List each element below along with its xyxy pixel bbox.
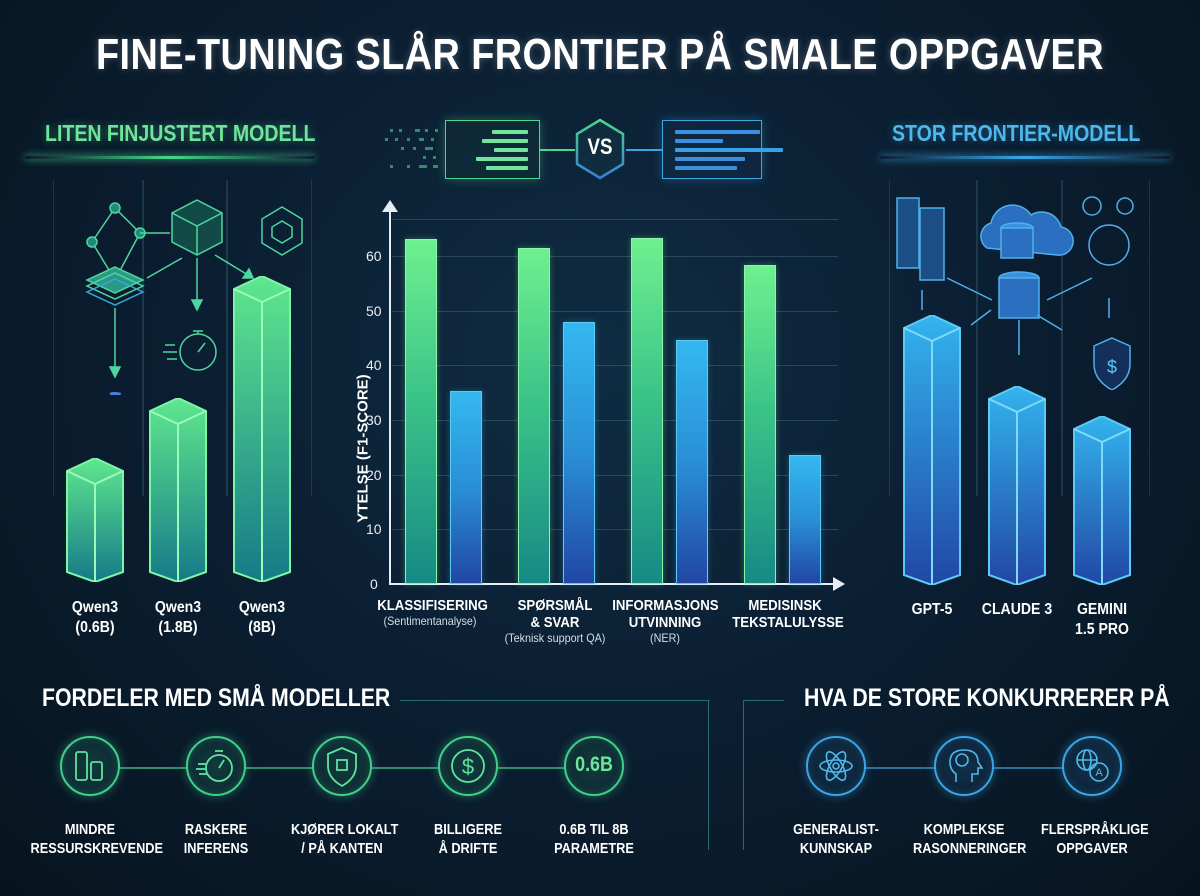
right-heading-underline: [880, 156, 1170, 159]
y-tick-40: 40: [366, 357, 382, 373]
competitor-label-reasoning: KOMPLEKSE RASONNERINGER: [913, 821, 1027, 857]
advantage-cost: $: [438, 736, 498, 796]
competitors-title: HVA DE STORE KONKURRERER PÅ: [804, 684, 1170, 712]
competitor-label-general: GENERALIST- KUNNSKAP: [793, 821, 879, 857]
left-icon-cluster: [85, 199, 303, 395]
server-rack-icon: [896, 197, 920, 269]
y-tick-30: 30: [366, 412, 382, 428]
bar-chart: YTELSE (F1-SCORE) 60 50 40 30 20 10 0 KL…: [330, 190, 850, 660]
advantage-local: [312, 736, 372, 796]
bar-medisinsk-small: [744, 264, 776, 584]
bar-medisinsk-frontier: [789, 454, 821, 584]
advantages-title: FORDELER MED SMÅ MODELLER: [42, 684, 391, 712]
model-label-qwen3-8b: Qwen3 (8B): [238, 599, 286, 636]
advantage-speed: [186, 736, 246, 796]
brain-head-icon: [949, 749, 984, 782]
y-tick-50: 50: [366, 303, 382, 319]
y-tick-60: 60: [366, 248, 382, 264]
vs-badge: VS: [574, 118, 626, 180]
competitor-label-multilingual: FLERSPRÅKLIGE OPPGAVER: [1041, 821, 1149, 857]
competitors-frame-line: [744, 700, 784, 701]
green-code-panel: [445, 120, 540, 179]
right-model-panel: $ GPT-5 CLAUDE 3 GEMINI 1.5 PRO: [862, 180, 1182, 650]
x-axis-arrow-icon: [833, 577, 845, 591]
advantages-list: $ 0.6B MINDRE RESSURSKREVENDE RASKERE INFE…: [0, 730, 720, 870]
x-category-klassifisering: KLASSIFISERING (Sentimentanalyse): [377, 597, 488, 628]
atom-icon: [819, 751, 853, 781]
svg-text:A: A: [1095, 767, 1103, 779]
prism-qwen3-0-6b: [66, 458, 124, 582]
bar-qa-small: [518, 248, 550, 584]
model-label-qwen3-0-6b: Qwen3 (0.6B): [71, 599, 119, 636]
page-title: FINE-TUNING SLÅR FRONTIER PÅ SMALE OPPGA…: [96, 30, 1104, 79]
blue-code-panel: [662, 120, 783, 179]
advantage-params: 0.6B: [564, 736, 624, 796]
bar-qa-frontier: [563, 322, 595, 584]
gridline-50: [392, 311, 838, 312]
y-tick-20: 20: [366, 467, 382, 483]
advantage-label-resources: MINDRE RESSURSKREVENDE: [30, 821, 163, 857]
advantage-label-local: KJØRER LOKALT / PÅ KANTEN: [291, 821, 399, 857]
globe-icon: [1088, 224, 1130, 266]
y-tick-0: 0: [370, 576, 378, 592]
vs-label: VS: [587, 134, 613, 159]
model-label-claude-3: CLAUDE 3: [981, 601, 1053, 618]
left-model-panel: Qwen3 (0.6B) Qwen3 (1.8B) Qwen3 (8B): [50, 180, 315, 636]
prism-qwen3-1-8b: [149, 398, 207, 582]
svg-text:$: $: [1107, 357, 1117, 377]
advantage-resources: [60, 736, 120, 796]
bar-klassifisering-frontier: [450, 391, 482, 584]
shield-dollar-icon: [1093, 337, 1131, 390]
right-panel-heading: STOR FRONTIER-MODELL: [892, 120, 1141, 146]
gridline-40: [392, 365, 838, 366]
stopwatch-icon: [196, 750, 233, 782]
gridline-10: [392, 529, 838, 530]
param-count-icon: 0.6B: [575, 753, 613, 776]
advantage-label-params: 0.6B TIL 8B PARAMETRE: [554, 821, 634, 857]
model-label-gemini: GEMINI 1.5 PRO: [1074, 601, 1129, 638]
prism-gemini-1-5-pro: [1073, 416, 1131, 585]
vs-banner: VS: [385, 118, 835, 180]
bar-ner-frontier: [676, 339, 708, 584]
gridline-20: [392, 475, 838, 476]
advantage-label-cost: BILLIGERE Å DRIFTE: [433, 821, 502, 857]
globe-language-icon: A: [1076, 749, 1109, 782]
gridline-60: [392, 256, 838, 257]
right-icon-cluster: $: [896, 196, 1134, 390]
green-data-stream: [385, 120, 445, 180]
vs-connector-right: [626, 149, 662, 151]
y-axis-arrow-icon: [382, 200, 398, 212]
dollar-icon: $: [451, 749, 485, 783]
x-category-medisinsk: MEDISINSK TEKSTALULYSSE: [732, 597, 844, 631]
model-label-gpt-5: GPT-5: [911, 601, 953, 618]
bar-plot-area: [330, 190, 850, 584]
prism-claude-3: [988, 386, 1046, 585]
y-axis: [389, 206, 391, 585]
competitor-multilingual: A: [1062, 736, 1122, 796]
advantage-label-speed: RASKERE INFERENS: [183, 821, 249, 857]
prism-qwen3-8b: [233, 276, 291, 582]
x-axis: [389, 583, 835, 585]
x-category-ner: INFORMASJONS UTVINNING (NER): [612, 597, 719, 645]
left-panel-heading: LITEN FINJUSTERT MODELL: [45, 120, 316, 146]
competitor-general-knowledge: [806, 736, 866, 796]
model-label-qwen3-1-8b: Qwen3 (1.8B): [154, 599, 202, 636]
left-heading-underline: [25, 156, 315, 159]
bar-klassifisering-small: [405, 238, 437, 584]
vs-connector-left: [540, 149, 575, 151]
shield-chip-icon: [327, 747, 357, 788]
x-category-qa: SPØRSMÅL & SVAR (Teknisk support QA): [504, 597, 606, 645]
gridline-30: [392, 420, 838, 421]
competitor-reasoning: [934, 736, 994, 796]
prism-gpt-5: [903, 315, 961, 585]
competitors-list: A GENERALIST- KUNNSKAP KOMPLEKSE RASONNERI…: [740, 730, 1200, 870]
bar-ner-small: [631, 237, 663, 584]
advantages-frame-line: [400, 700, 710, 701]
resource-bars-icon: [75, 751, 103, 781]
y-tick-10: 10: [366, 521, 382, 537]
svg-text:$: $: [462, 754, 474, 779]
